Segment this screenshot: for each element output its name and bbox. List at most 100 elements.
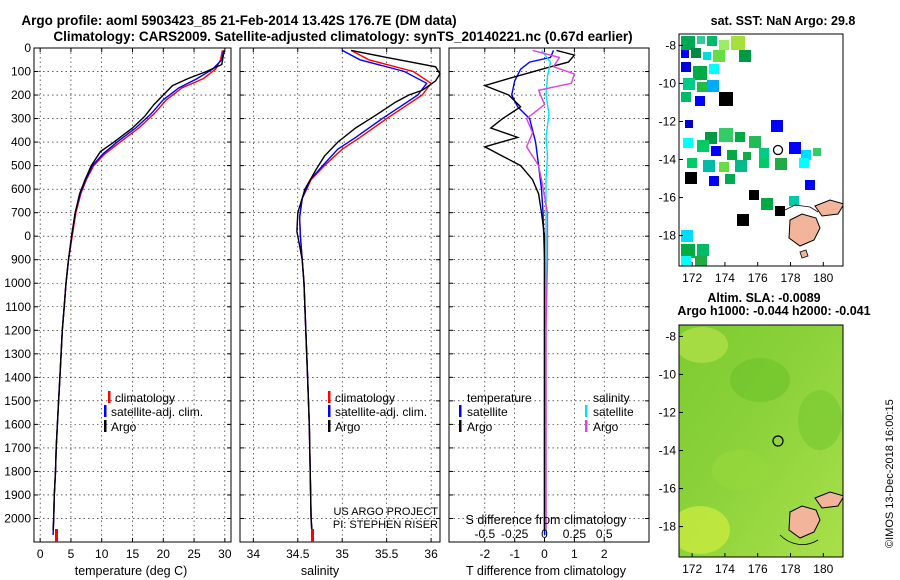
temperature-bottom-marker bbox=[55, 529, 58, 542]
argo-location-marker bbox=[772, 144, 784, 156]
sla-patch bbox=[798, 390, 842, 450]
x-axis-ticks: 0 5 10 15 20 25 30 34 34.5 35 35.5 36 -2 -1 0 1 2 bbox=[37, 48, 608, 561]
salinity-panel-frame bbox=[239, 47, 441, 543]
series-line-salinity-argo bbox=[525, 49, 576, 531]
legend-heading-temperature: temperature bbox=[467, 391, 532, 405]
sst-cell bbox=[681, 36, 695, 50]
legend-swatch-argo bbox=[328, 420, 331, 432]
sst-data-cells bbox=[681, 36, 821, 266]
legend-label-s-satellite: satellite bbox=[593, 405, 634, 419]
map-y-tick-label: -18 bbox=[659, 229, 677, 243]
sst-cell bbox=[681, 256, 691, 266]
depth-tick-label: 1700 bbox=[4, 441, 31, 455]
sst-cell bbox=[695, 96, 705, 106]
sst-cell bbox=[693, 66, 707, 80]
sst-cell bbox=[707, 36, 717, 46]
sst-cell bbox=[697, 36, 705, 44]
sst-cell bbox=[683, 78, 695, 90]
temperature-legend: climatology satellite-adj. clim. Argo bbox=[104, 391, 203, 434]
salinity-bottom-marker bbox=[311, 529, 314, 542]
depth-tick-label: 0 bbox=[24, 229, 31, 243]
sst-cell bbox=[703, 160, 715, 172]
map-y-tick-label: -8 bbox=[665, 329, 676, 343]
depth-tick-label: 1000 bbox=[4, 276, 31, 290]
s-tick-label: 0.25 bbox=[563, 527, 587, 541]
sla-map-axes: 172 174 176 178 180 -8 -10 -12 -14 -16 -18 bbox=[659, 329, 834, 576]
x-tick-label: 20 bbox=[157, 547, 171, 561]
sst-cell bbox=[775, 206, 785, 216]
legend-label-satellite: satellite-adj. clim. bbox=[335, 405, 427, 419]
series-line-temperature-argo bbox=[482, 49, 576, 531]
x-tick-label: 35 bbox=[336, 547, 350, 561]
s-difference-ticks: -0.5 -0.25 0 0.25 0.5 bbox=[474, 527, 612, 541]
x-tick-label: 0 bbox=[37, 547, 44, 561]
series-line-argo bbox=[296, 49, 441, 531]
depth-tick-label: 1500 bbox=[4, 394, 31, 408]
sst-cell bbox=[683, 138, 693, 148]
sst-cell bbox=[775, 158, 787, 170]
x-tick-label: 2 bbox=[601, 547, 608, 561]
sst-cell bbox=[759, 148, 769, 158]
legend-swatch-t-argo bbox=[459, 420, 462, 432]
sla-patch bbox=[679, 506, 730, 554]
x-tick-label: 0 bbox=[541, 547, 548, 561]
series-line-argo bbox=[52, 50, 225, 531]
s-difference-label: S difference from climatology bbox=[466, 513, 628, 527]
map-y-tick-label: -16 bbox=[659, 191, 677, 205]
difference-legend-salinity: salinity satellite Argo bbox=[585, 391, 634, 434]
depth-tick-label: 1800 bbox=[4, 464, 31, 478]
sst-cell bbox=[727, 150, 737, 160]
salinity-legend: climatology satellite-adj. clim. Argo bbox=[328, 391, 427, 434]
depth-tick-label: 2000 bbox=[4, 511, 31, 525]
s-tick-label: -0.25 bbox=[501, 527, 529, 541]
legend-swatch-s-satellite bbox=[585, 405, 588, 417]
depth-tick-label: 1200 bbox=[4, 323, 31, 337]
figure-title-line1: Argo profile: aoml 5903423_85 21-Feb-201… bbox=[21, 13, 456, 28]
x-tick-label: 36 bbox=[424, 547, 438, 561]
temperature-xlabel: temperature (deg C) bbox=[75, 564, 188, 578]
pi-credit: PI: STEPHEN RISER bbox=[333, 519, 438, 531]
sst-cell bbox=[799, 158, 809, 168]
legend-swatch-satellite bbox=[328, 405, 331, 417]
sst-cell bbox=[789, 142, 801, 154]
sst-cell bbox=[719, 128, 733, 142]
depth-tick-label: 500 bbox=[11, 159, 31, 173]
sst-cell bbox=[743, 152, 751, 160]
legend-label-climatology: climatology bbox=[335, 391, 395, 405]
sst-cell bbox=[725, 174, 735, 184]
x-tick-label: 34.5 bbox=[286, 547, 310, 561]
sla-map bbox=[679, 325, 843, 557]
legend-swatch-climatology bbox=[108, 391, 111, 403]
legend-heading-salinity: salinity bbox=[593, 391, 630, 405]
map-x-tick-label: 178 bbox=[781, 271, 801, 285]
sst-cell bbox=[719, 92, 733, 106]
depth-tick-label: 1100 bbox=[5, 300, 31, 314]
t-difference-xlabel: T difference from climatology bbox=[466, 564, 627, 578]
map-y-tick-label: -18 bbox=[659, 520, 677, 534]
imos-timestamp: ©IMOS 13-Dec-2018 16:00:15 bbox=[884, 399, 896, 548]
sst-cell bbox=[789, 196, 799, 206]
depth-tick-label: 0 bbox=[24, 41, 31, 55]
legend-swatch-t-satellite bbox=[459, 405, 462, 417]
legend-label-satellite: satellite-adj. clim. bbox=[111, 405, 203, 419]
legend-label-argo: Argo bbox=[335, 420, 361, 434]
island-small bbox=[799, 249, 809, 259]
sst-cell bbox=[731, 36, 745, 50]
map-x-tick-label: 174 bbox=[715, 271, 735, 285]
map-y-tick-label: -16 bbox=[659, 482, 677, 496]
depth-tick-label: 700 bbox=[11, 206, 31, 220]
s-tick-label: 0.5 bbox=[596, 527, 613, 541]
sst-cell bbox=[813, 148, 821, 156]
map-y-tick-label: -10 bbox=[659, 76, 677, 90]
sst-cell bbox=[681, 92, 691, 102]
depth-axis-ticks: 0 100 200 300 400 500 600 700 0 900 1000 1100 1200 13… bbox=[4, 41, 649, 525]
sst-map bbox=[679, 34, 843, 266]
sst-cell bbox=[711, 146, 721, 156]
sla-map-subtitle: Argo h1000: -0.044 h2000: -0.041 bbox=[677, 304, 870, 318]
salinity-xlabel: salinity bbox=[301, 564, 340, 578]
legend-swatch-climatology bbox=[328, 391, 331, 403]
sst-cell bbox=[707, 80, 719, 92]
depth-tick-label: 1600 bbox=[4, 417, 31, 431]
map-x-tick-label: 178 bbox=[781, 562, 801, 576]
map-y-tick-label: -10 bbox=[659, 367, 677, 381]
